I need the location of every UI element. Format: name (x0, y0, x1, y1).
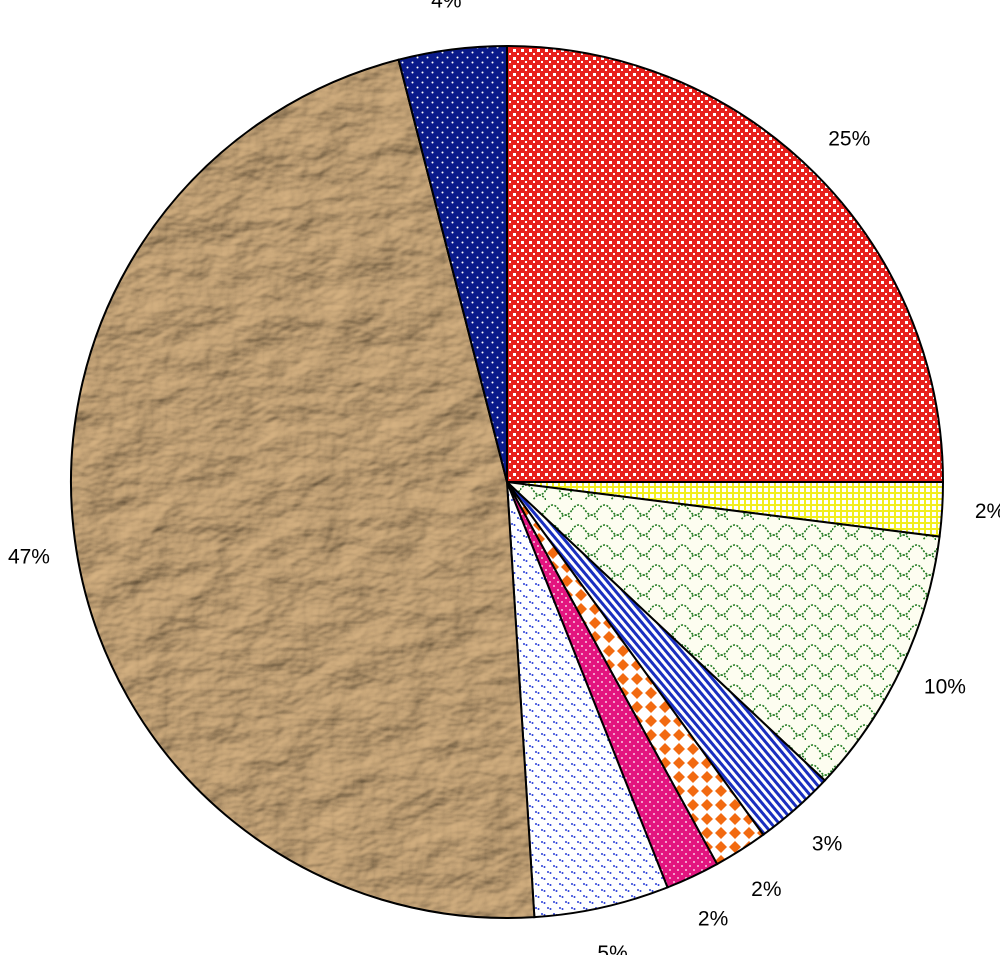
pie-slice-label-5: 2% (698, 907, 728, 930)
pie-slice-8 (397, 44, 508, 483)
pie-slice-label-0: 25% (828, 127, 870, 150)
pie-slice-0 (506, 44, 945, 483)
pie-slice-label-1: 2% (975, 500, 1000, 523)
pie-slices (69, 44, 945, 919)
pie-slice-label-7: 47% (8, 545, 50, 568)
pie-slice-label-8: 4% (431, 0, 461, 12)
pie-slice-2 (504, 480, 941, 782)
pie-slice-label-6: 5% (597, 942, 627, 955)
pie-slice-label-3: 3% (812, 833, 842, 856)
pie-slice-label-4: 2% (751, 878, 781, 901)
pie-slice-label-2: 10% (924, 676, 966, 699)
pie-labels: 25% 2% 10% 3% 2% 2% 5% 47% 4% (8, 0, 1000, 955)
pie-slice-7 (69, 58, 536, 919)
